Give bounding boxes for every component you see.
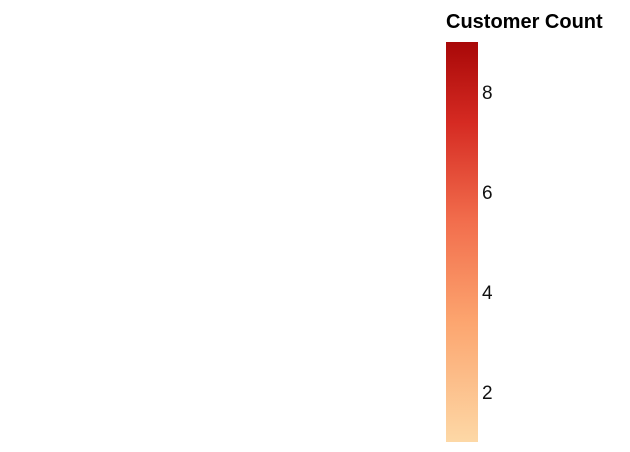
colorbar-tick-label: 2 [482, 383, 493, 404]
colorbar-tick-label: 6 [482, 183, 493, 204]
colorbar-strip [446, 42, 478, 442]
colorbar-ticks: 2 4 6 8 [482, 83, 493, 404]
colorbar-title: Customer Count [446, 11, 603, 33]
colorbar-tick-label: 4 [482, 283, 493, 304]
colorbar-tick-label: 8 [482, 83, 493, 104]
colorbar-legend: Customer Count 2 4 6 8 [446, 11, 603, 442]
